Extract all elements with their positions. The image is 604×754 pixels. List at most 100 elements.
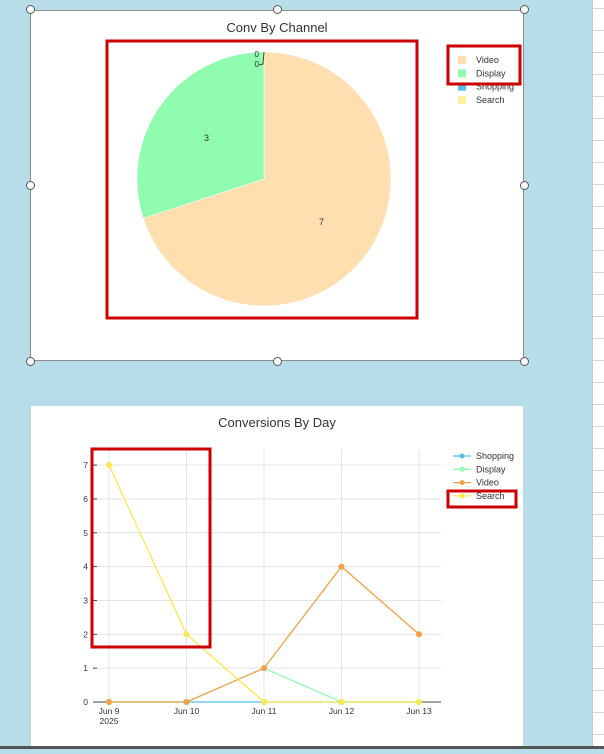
y-tick-label: 3 [83,595,88,605]
legend-item-search[interactable]: Search [476,491,505,501]
cell-border [593,404,604,405]
cell-border [593,580,604,581]
cell-border [593,624,604,625]
legend-item-display[interactable]: Display [476,68,506,78]
pie-value-label-shopping: 0 [255,50,260,59]
legend-item-search[interactable]: Search [476,95,505,105]
pie-slice-video[interactable] [142,51,392,307]
resize-handle-top[interactable] [273,5,282,14]
pie-chart: Conv By Channel 7 3 00 Video Display Shoppin… [105,20,522,320]
cell-border [593,338,604,339]
line-chart: Conversions By Day 0 1 2 3 4 5 6 7 Jun 9 Jun 10 Ju… [83,415,518,726]
data-point-video[interactable] [261,665,267,672]
x-tick-label: Jun 10 [174,706,200,716]
cell-border [593,140,604,141]
y-tick-label: 1 [83,663,88,673]
x-tick-label: Jun 9 [99,706,120,716]
y-tick-label: 5 [83,528,88,538]
legend-item-display[interactable]: Display [476,464,506,474]
cell-border [593,536,604,537]
cell-border [593,382,604,383]
data-point-video[interactable] [416,631,422,638]
pie-highlight-box [105,39,419,320]
cell-border [593,448,604,449]
cell-border [593,646,604,647]
cell-border [593,426,604,427]
cell-border [593,228,604,229]
resize-handle-bottom[interactable] [273,357,282,366]
legend-item-video[interactable]: Video [476,55,499,65]
legend-swatch-search [458,95,466,104]
cell-border [593,690,604,691]
spreadsheet-column-strip [592,0,604,749]
data-point-search[interactable] [106,462,112,469]
x-tick-label: Jun 11 [252,706,277,716]
cell-border [593,30,604,31]
cell-border [593,184,604,185]
legend-item-shopping[interactable]: Shopping [476,82,514,92]
legend-marker-shopping [459,453,465,459]
legend-item-shopping[interactable]: Shopping [476,451,514,461]
resize-handle-bottom-right[interactable] [520,357,529,366]
cell-border [593,206,604,207]
cell-border [593,52,604,53]
data-point-video[interactable] [106,699,112,705]
x-tick-label: Jun 12 [329,706,355,716]
pie-value-label-video: 7 [319,217,324,227]
data-point-search[interactable] [261,699,267,705]
cell-border [593,602,604,603]
legend-highlight-box [446,44,522,86]
pie-value-label-search: 0 [255,60,260,69]
cell-border [593,118,604,119]
legend-search-highlight-box [446,489,518,509]
data-point-search[interactable] [183,631,190,638]
cell-border [593,470,604,471]
resize-handle-top-left[interactable] [26,5,35,14]
y-tick-label: 0 [83,697,88,707]
x-year-label: 2025 [100,716,119,726]
y-tick-label: 6 [83,494,88,504]
search-drop-highlight-box [90,447,212,649]
line-chart-title: Conversions By Day [218,415,336,430]
cell-border [593,74,604,75]
line-chart-panel[interactable]: Conversions By Day 0 1 2 3 4 5 6 7 Jun 9 Jun 10 Ju… [31,406,523,749]
cell-border [593,492,604,493]
cell-border [593,734,604,735]
cell-border [593,162,604,163]
resize-handle-left[interactable] [26,181,35,190]
y-tick-label: 7 [83,460,88,470]
data-point-video[interactable] [338,563,345,570]
legend-marker-video [459,480,465,486]
legend-item-video[interactable]: Video [476,478,499,488]
pie-value-label-display: 3 [204,133,209,143]
resize-handle-bottom-left[interactable] [26,357,35,366]
zero-slice-leader-line [258,51,265,66]
y-tick-label: 2 [83,629,88,639]
cell-border [593,316,604,317]
data-point-search[interactable] [416,699,422,705]
x-tick-label: Jun 13 [406,706,432,716]
cell-border [593,250,604,251]
pie-chart-title: Conv By Channel [226,20,327,35]
cell-border [593,8,604,9]
legend-swatch-shopping [458,82,466,91]
data-point-search[interactable] [338,699,345,705]
legend-marker-search [459,493,465,499]
resize-handle-right[interactable] [520,181,529,190]
cell-border [593,294,604,295]
cell-border [593,360,604,361]
cell-border [593,558,604,559]
window-bottom-border [0,746,604,749]
data-point-video[interactable] [183,699,190,705]
y-tick-label: 4 [83,562,88,572]
cell-border [593,668,604,669]
pie-slice-display[interactable] [136,51,265,219]
legend-swatch-video [458,56,466,64]
resize-handle-top-right[interactable] [520,5,529,14]
cell-border [593,96,604,97]
cell-border [593,272,604,273]
cell-border [593,712,604,713]
legend-marker-display [459,466,465,472]
cell-border [593,514,604,515]
